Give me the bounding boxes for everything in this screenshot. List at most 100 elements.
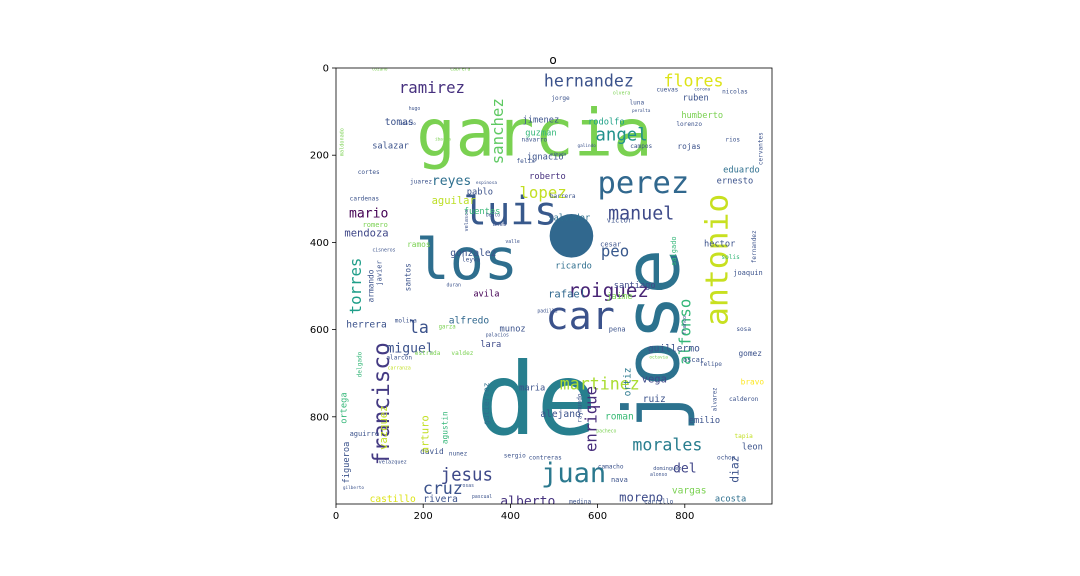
word-vega: vega	[642, 374, 667, 386]
word-rojas: rojas	[677, 142, 700, 151]
word-cervantes: cervantes	[758, 132, 765, 165]
word-olvera: olvera	[613, 91, 630, 97]
word-alfonso: alfonso	[675, 299, 694, 365]
word-rafael: rafael	[548, 289, 586, 301]
word-santiago: santiago	[614, 281, 656, 291]
word-nicolas: nicolas	[722, 88, 748, 95]
word-roiguez: roiguez	[568, 279, 649, 302]
word-fernandez: fernandez	[751, 230, 758, 263]
word-antonio: antonio	[700, 194, 736, 326]
word-eduardo: eduardo	[723, 165, 760, 175]
word-cesar: cesar	[600, 241, 621, 249]
word-velasco: velasco	[464, 210, 470, 232]
word-armando: armando	[366, 269, 375, 302]
word-franco: franco	[682, 316, 688, 335]
word-humberto: humberto	[681, 111, 723, 121]
word-alfredo: alfredo	[449, 315, 490, 326]
word-car: car	[545, 294, 614, 339]
word-tomas: tomas	[385, 117, 414, 128]
word-lozano: lozano	[372, 67, 388, 73]
word-pascual: pascual	[472, 494, 492, 500]
plot-frame	[335, 67, 773, 505]
plot-background	[336, 68, 772, 504]
y-tick-label: 400	[310, 238, 329, 249]
word-jose: jose	[608, 249, 697, 433]
word-sergio: sergio	[504, 453, 526, 460]
word-duran: duran	[446, 283, 461, 289]
word-estrada: estrada	[415, 350, 441, 357]
word-delgado: delgado	[356, 351, 363, 377]
word-manuel: manuel	[608, 204, 674, 225]
word-del: del	[673, 462, 697, 477]
word-corona: corona	[694, 87, 710, 92]
word-leyva: leyva	[462, 256, 481, 263]
word-pena: pena	[609, 326, 626, 334]
word-angel: angel	[595, 126, 647, 146]
word-contreras: contreras	[529, 455, 562, 462]
word-salazar: salazar	[372, 141, 409, 151]
x-tick-label: 200	[414, 511, 433, 522]
word-tapia: tapia	[734, 433, 753, 440]
word-solis: solis	[721, 254, 740, 261]
word-hugo: hugo	[409, 106, 421, 112]
word-cuevas: cuevas	[656, 86, 678, 93]
word-roman: roman	[605, 411, 634, 422]
word-molina: molina	[395, 317, 417, 324]
word-cisneros: cisneros	[372, 248, 395, 254]
word-salgado: salgado	[670, 236, 678, 266]
word-jesus: jesus	[441, 466, 493, 486]
word-hernandez: hernandez	[544, 72, 634, 91]
word-cruz: cruz	[423, 479, 463, 498]
word-felipe: felipe	[719, 363, 721, 364]
word-ruben: ruben	[683, 94, 709, 104]
word-peralta: peralta	[632, 108, 651, 114]
word-pacheco: pacheco	[596, 429, 616, 435]
x-axis: 0 200 400 600 800	[333, 504, 694, 522]
word-vazquez: vazquez	[378, 406, 390, 450]
word-gonzalez: gonzalez	[450, 248, 496, 259]
word-ricardo: ricardo	[555, 261, 592, 271]
word-la: la	[409, 318, 429, 337]
word-valdez: valdez	[451, 350, 473, 357]
word-joaquin: joaquin	[733, 269, 763, 277]
word-jorge: jorge	[551, 95, 570, 102]
word-palacios: palacios	[486, 333, 509, 339]
y-tick-label: 600	[310, 325, 329, 336]
word-gutierrez: gutierrez	[482, 383, 491, 425]
x-tick-label: 0	[333, 511, 339, 522]
word-alvarez: alvarez	[712, 387, 718, 411]
word-dominguez: dominguez	[653, 466, 681, 472]
word-medina: medina	[569, 498, 591, 505]
word-pablo: pablo	[467, 187, 493, 197]
word-gilberto: gilberto	[343, 485, 365, 491]
word-alarcon: alarcon	[386, 354, 412, 361]
word-castillo: castillo	[370, 494, 416, 505]
y-axis: 0 200 400 600 800	[310, 64, 336, 423]
x-tick-label: 400	[501, 511, 520, 522]
word-sosa: sosa	[736, 326, 751, 333]
word-padilla: padilla	[537, 309, 557, 315]
word-valle: valle	[505, 239, 520, 245]
word-lorenzo: lorenzo	[676, 121, 702, 128]
word-leon: leon	[742, 442, 763, 452]
word-lopez: lopez	[519, 183, 566, 202]
word-francisco: francisco	[369, 342, 395, 465]
word-avila: avila	[473, 290, 499, 300]
word-vargas: vargas	[672, 485, 707, 496]
word-maria: maria	[519, 383, 545, 393]
word-guzman: guzman	[525, 128, 556, 138]
word-calderon: calderon	[729, 396, 759, 403]
word-galindo: galindo	[577, 143, 596, 149]
word-aguilar: aguilar	[432, 195, 476, 207]
word-maldonado: maldonado	[340, 128, 346, 156]
word-espinosa: espinosa	[476, 180, 498, 186]
word-figueroa: figueroa	[342, 442, 352, 484]
word-jimenez: jimenez	[523, 115, 560, 125]
word-martinez: martinez	[560, 375, 640, 394]
word-salvador: salvador	[548, 213, 590, 223]
word-rodolfo: rodolfo	[588, 118, 625, 128]
word-pineda: pineda	[550, 152, 566, 158]
word-hector: hector	[704, 240, 735, 250]
word-miguel: miguel	[386, 342, 433, 357]
